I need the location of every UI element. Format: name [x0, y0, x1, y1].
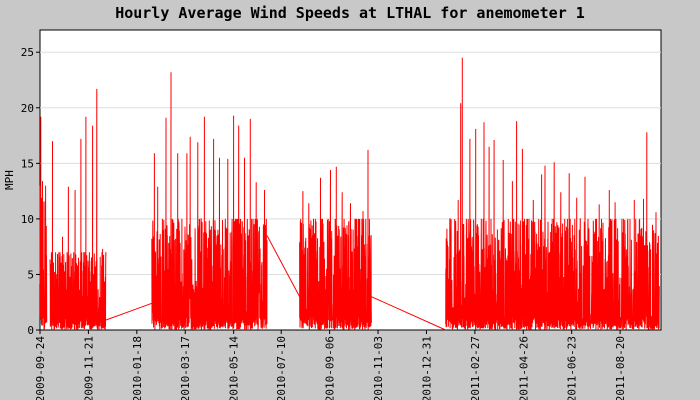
- series-segment: [49, 88, 107, 330]
- y-tick-label: 5: [27, 268, 34, 281]
- series-segment: [39, 116, 48, 330]
- x-tick-label: 2010-11-03: [372, 336, 385, 400]
- chart-title: Hourly Average Wind Speeds at LTHAL for …: [115, 4, 585, 22]
- x-axis: 2009-09-24 2009-11-21 2010-01-18 2010-03-17…: [34, 330, 627, 400]
- x-tick-label: 2010-12-31: [420, 336, 433, 400]
- x-tick-label: 2009-11-21: [82, 336, 95, 400]
- y-tick-label: 25: [21, 46, 34, 59]
- x-tick-label: 2011-08-20: [614, 336, 627, 400]
- y-axis: 0 5 10 15 20 25: [21, 46, 40, 337]
- x-tick-label: 2011-04-26: [517, 336, 530, 400]
- x-tick-label: 2010-09-06: [324, 336, 337, 400]
- x-tick-label: 2010-07-10: [275, 336, 288, 400]
- series-gap-line: [371, 296, 446, 331]
- y-axis-label: MPH: [3, 170, 16, 190]
- series-segment: [299, 149, 372, 330]
- series-segment: [151, 72, 268, 331]
- y-tick-label: 10: [21, 213, 34, 226]
- x-tick-label: 2010-05-14: [228, 336, 241, 400]
- x-tick-label: 2010-03-17: [179, 336, 192, 400]
- data-layer: [39, 57, 660, 332]
- y-tick-label: 15: [21, 157, 34, 170]
- x-tick-label: 2009-09-24: [34, 336, 47, 400]
- series-segment: [445, 57, 660, 332]
- x-tick-label: 2010-01-18: [131, 336, 144, 400]
- y-tick-label: 0: [27, 324, 34, 337]
- x-tick-label: 2011-02-27: [469, 336, 482, 400]
- x-tick-label: 2011-06-23: [566, 336, 579, 400]
- series-gap-line: [105, 302, 153, 321]
- series-gap-line: [266, 235, 301, 297]
- y-tick-label: 20: [21, 102, 34, 115]
